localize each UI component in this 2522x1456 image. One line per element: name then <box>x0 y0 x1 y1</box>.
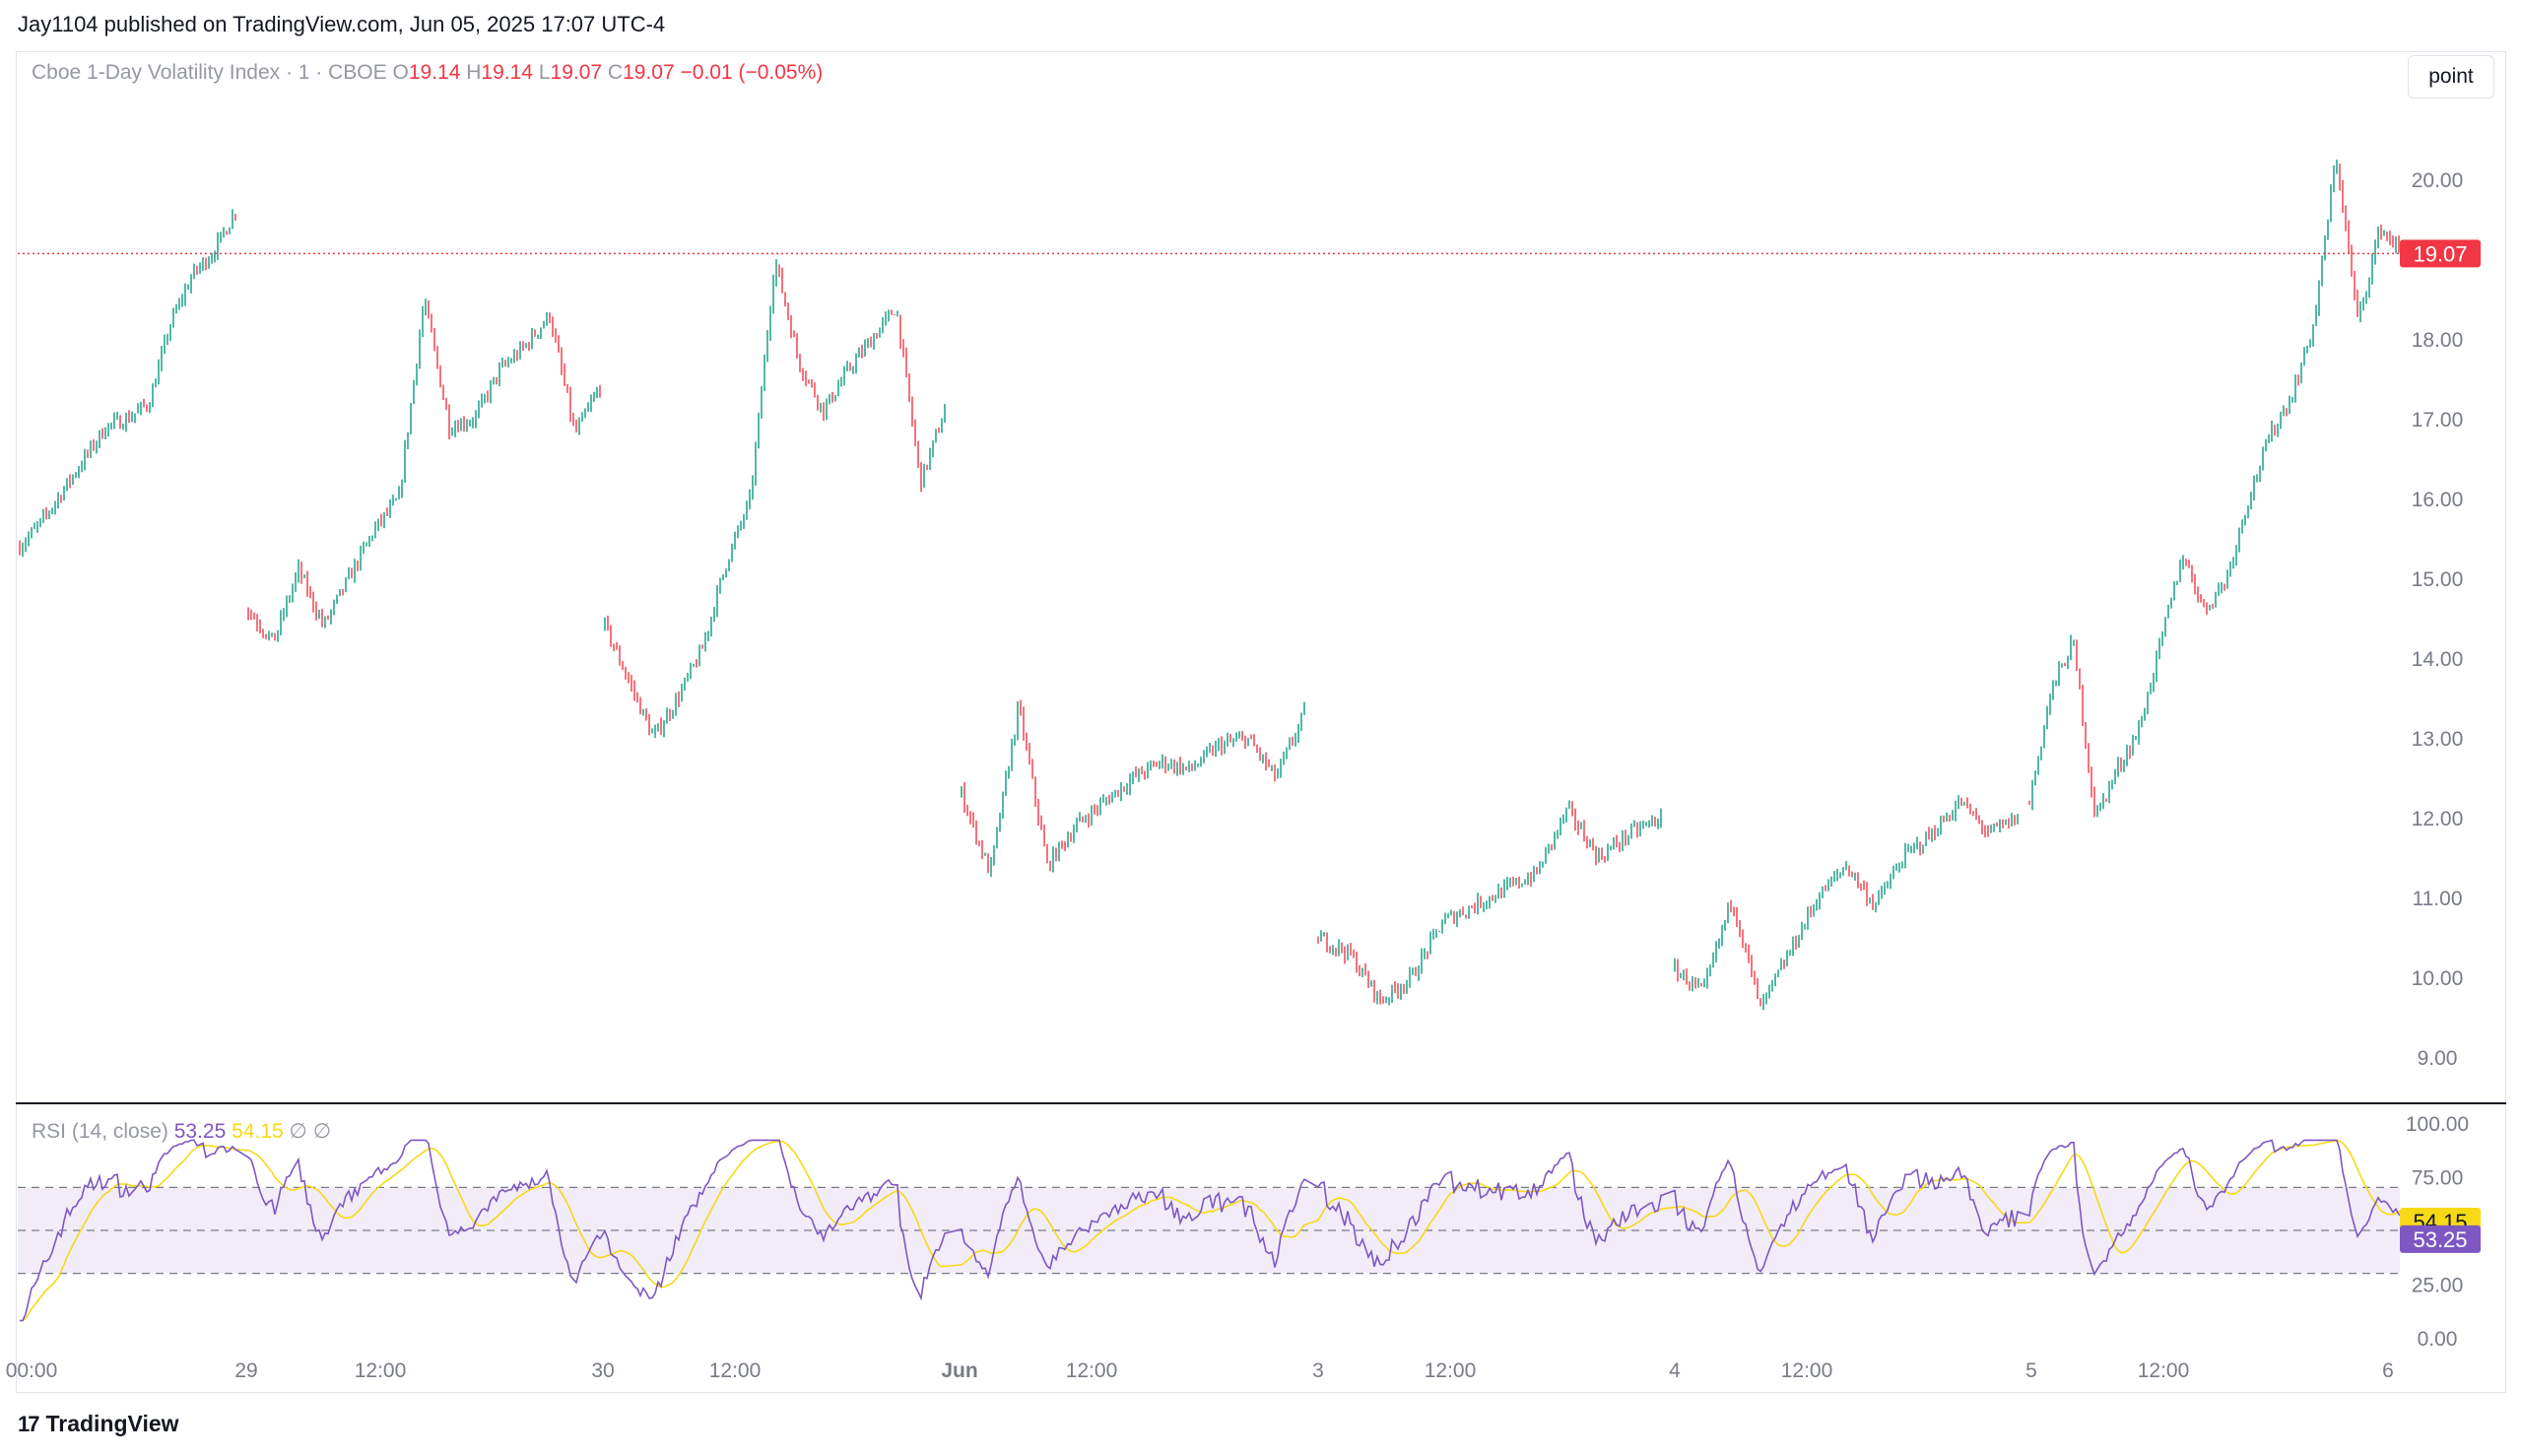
price-tick: 18.00 <box>2412 329 2464 352</box>
close-label: C <box>607 61 624 84</box>
session-1 <box>19 209 236 558</box>
change-value: −0.01 (−0.05%) <box>680 61 824 84</box>
tradingview-brand[interactable]: 17 TradingView <box>18 1411 179 1437</box>
time-tick: 12:00 <box>2138 1359 2190 1382</box>
session-5 <box>1317 800 1662 1006</box>
price-tick: 16.00 <box>2412 489 2464 511</box>
price-tick: 17.00 <box>2412 409 2464 431</box>
rsi-tick: 25.00 <box>2412 1275 2464 1297</box>
open-value: 19.14 <box>408 61 461 84</box>
session-3 <box>604 259 946 739</box>
symbol-name: Cboe 1-Day Volatility Index · 1 · CBOE <box>32 61 387 84</box>
rsi-label: RSI (14, close) <box>32 1120 168 1143</box>
close-value: 19.07 <box>623 61 675 84</box>
price-tick: 12.00 <box>2412 808 2464 830</box>
last-price-label: 19.07 <box>2413 241 2467 266</box>
symbol-legend[interactable]: Cboe 1-Day Volatility Index · 1 · CBOE O… <box>32 61 823 85</box>
price-tick: 9.00 <box>2418 1047 2458 1070</box>
high-value: 19.14 <box>481 61 533 84</box>
time-tick: 12:00 <box>1781 1359 1833 1382</box>
brand-name: TradingView <box>45 1411 179 1436</box>
session-6 <box>1674 795 2019 1011</box>
price-tick: 15.00 <box>2412 568 2464 591</box>
high-label: H <box>466 61 482 84</box>
rsi-legend[interactable]: RSI (14, close) 53.25 54.15 ∅ ∅ <box>32 1119 331 1144</box>
time-tick: 29 <box>234 1359 257 1382</box>
price-tick: 14.00 <box>2412 648 2464 671</box>
time-tick: 4 <box>1669 1359 1681 1382</box>
time-tick: 5 <box>2025 1359 2037 1382</box>
low-value: 19.07 <box>550 61 603 84</box>
price-tick: 13.00 <box>2412 728 2464 751</box>
last-price-badge <box>2400 239 2481 268</box>
rsi-tick: 75.00 <box>2412 1167 2464 1190</box>
time-tick: 3 <box>1312 1359 1324 1382</box>
hide-ma-icon[interactable]: ∅ <box>312 1120 331 1143</box>
time-tick: 12:00 <box>355 1359 407 1382</box>
publisher-caption: Jay1104 published on TradingView.com, Ju… <box>18 12 666 36</box>
price-tick: 11.00 <box>2413 888 2463 910</box>
rsi-legend-value: 53.25 <box>173 1120 227 1143</box>
time-tick: Jun <box>941 1359 977 1382</box>
session-4 <box>961 699 1305 878</box>
time-tick: 12:00 <box>709 1359 762 1382</box>
price-pane: 19.07 <box>18 160 2481 1011</box>
time-tick: 6 <box>2382 1359 2394 1382</box>
rsi-line <box>20 1139 2403 1322</box>
open-label: O <box>392 61 409 84</box>
rsi-tick: 0.00 <box>2418 1328 2458 1351</box>
rsi-badge <box>2400 1224 2481 1253</box>
rsi-tick: 100.00 <box>2406 1113 2469 1136</box>
scale-mode-button[interactable]: point <box>2408 55 2494 99</box>
price-tick: 20.00 <box>2412 169 2464 192</box>
rsi-ma-legend-value: 54.15 <box>232 1120 284 1143</box>
tradingview-logo-icon: 17 <box>18 1411 40 1436</box>
rsi-badge-label: 53.25 <box>2413 1227 2467 1252</box>
time-tick: 12:00 <box>1425 1359 1477 1382</box>
low-label: L <box>538 61 551 84</box>
chart-frame <box>16 51 2506 1393</box>
session-7 <box>2028 160 2403 818</box>
time-tick: 12:00 <box>1066 1359 1118 1382</box>
price-tick: 10.00 <box>2412 967 2464 990</box>
time-tick: 00:00 <box>6 1359 58 1382</box>
session-2 <box>247 298 601 642</box>
time-tick: 30 <box>591 1359 614 1382</box>
axes: 9.00 10.00 11.00 12.00 13.00 14.00 15.00 16.00 1… <box>6 169 2506 1382</box>
hide-icon[interactable]: ∅ <box>289 1120 307 1143</box>
